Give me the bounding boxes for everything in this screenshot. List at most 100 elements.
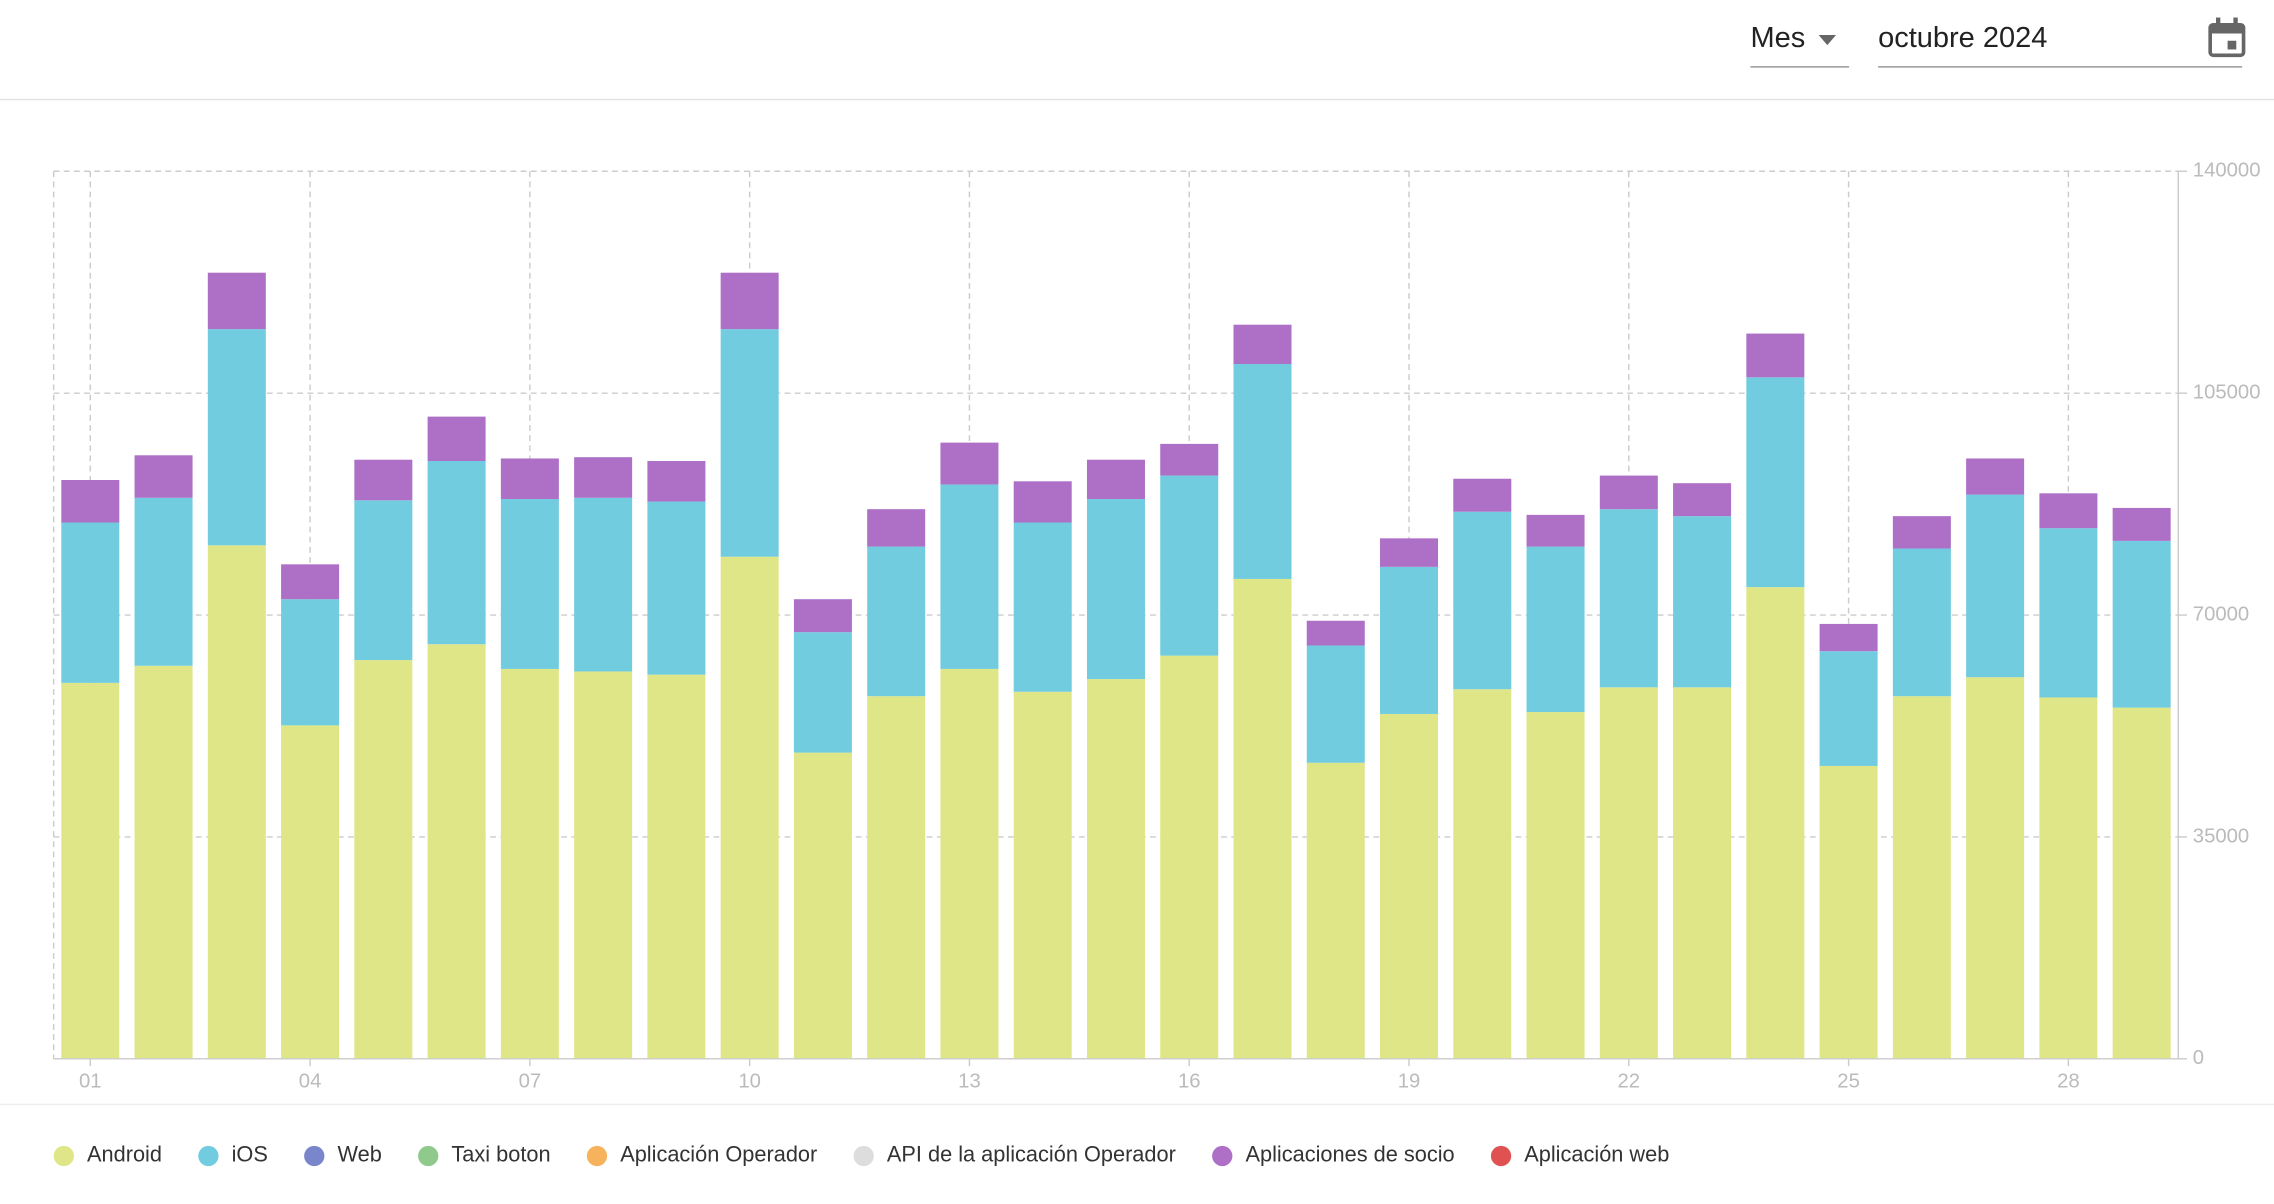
bar-segment: [1013, 691, 1072, 1059]
bar-segment: [720, 556, 779, 1059]
bar-segment: [207, 545, 266, 1059]
bar-segment: [1453, 511, 1512, 690]
date-field[interactable]: octubre 2024: [1878, 17, 2246, 68]
bar-segment: [2039, 493, 2098, 529]
legend-item[interactable]: Aplicación web: [1490, 1142, 1669, 1167]
legend-label: Aplicación web: [1524, 1142, 1669, 1167]
legend-swatch: [1212, 1145, 1233, 1167]
bar-segment: [1526, 514, 1585, 547]
bar-segment: [1380, 538, 1439, 567]
legend-item[interactable]: iOS: [198, 1142, 268, 1167]
bar-segment: [2112, 707, 2171, 1059]
bar-segment: [1966, 494, 2025, 678]
bar-segment: [1086, 459, 1145, 500]
legend-swatch: [1490, 1145, 1512, 1167]
bar-segment: [940, 484, 999, 669]
legend-swatch: [853, 1145, 874, 1167]
date-value: octubre 2024: [1878, 22, 2047, 54]
bar-segment: [1306, 620, 1365, 646]
bar-segment: [1746, 377, 1805, 588]
bar-segment: [1526, 546, 1585, 713]
x-tick-label: 22: [1618, 1070, 1641, 1092]
legend-item[interactable]: Aplicación Operador: [586, 1142, 817, 1167]
period-value: Mes: [1750, 22, 1805, 54]
bar-segment: [647, 674, 706, 1059]
legend-item[interactable]: API de la aplicación Operador: [853, 1142, 1176, 1167]
x-tick-label: 10: [738, 1070, 761, 1092]
bar-segment: [1673, 483, 1732, 517]
bar-segment: [61, 522, 120, 683]
bar-segment: [574, 457, 633, 498]
bar-segment: [867, 509, 926, 547]
legend-label: Web: [337, 1142, 381, 1167]
period-select[interactable]: Mes: [1750, 22, 1850, 68]
legend-item[interactable]: Taxi boton: [418, 1142, 551, 1167]
bar-segment: [793, 752, 852, 1059]
legend-item[interactable]: Web: [304, 1142, 382, 1167]
legend-item[interactable]: Aplicaciones de socio: [1212, 1142, 1455, 1167]
x-tick-label: 19: [1398, 1070, 1421, 1092]
bar-segment: [1306, 762, 1365, 1059]
bar-segment: [1013, 481, 1072, 523]
bar-segment: [1892, 516, 1951, 549]
bar-segment: [1966, 458, 2025, 495]
bar-segment: [1306, 645, 1365, 763]
bar-segment: [1160, 655, 1219, 1059]
legend-item[interactable]: Android: [53, 1142, 162, 1167]
legend-swatch: [53, 1145, 74, 1167]
bar-segment: [281, 599, 340, 726]
legend-swatch: [198, 1145, 219, 1167]
bar-segment: [1526, 712, 1585, 1059]
bar-segment: [354, 660, 413, 1059]
x-tick-label: 01: [79, 1070, 102, 1092]
bar-segment: [1673, 687, 1732, 1059]
bar-segment: [940, 668, 999, 1059]
bar-segment: [574, 497, 633, 672]
bar-segment: [1819, 623, 1878, 652]
bar-segment: [354, 459, 413, 501]
bar-segment: [207, 329, 266, 546]
bar-segment: [500, 499, 559, 669]
bar-segment: [1892, 548, 1951, 697]
bar-segment: [1599, 509, 1658, 688]
bar-segment: [574, 671, 633, 1059]
bar-segment: [720, 329, 779, 557]
bar-segment: [1746, 587, 1805, 1059]
bar-segment: [2039, 697, 2098, 1059]
bar-segment: [1599, 475, 1658, 510]
bar-segment: [354, 500, 413, 661]
bar-segment: [720, 272, 779, 330]
x-tick-label: 28: [2057, 1070, 2080, 1092]
x-tick-label: 16: [1178, 1070, 1201, 1092]
bar-segment: [1380, 713, 1439, 1059]
bar-segment: [940, 442, 999, 485]
bar-segment: [134, 665, 193, 1059]
bar-segment: [1746, 333, 1805, 378]
bar-segment: [2039, 528, 2098, 698]
y-tick-label: 35000: [2193, 825, 2249, 847]
bar-segment: [867, 696, 926, 1059]
bar-segment: [2112, 507, 2171, 541]
bar-segment: [134, 497, 193, 666]
y-tick-label: 140000: [2193, 160, 2261, 182]
bar-segment: [647, 501, 706, 675]
bar-segment: [1892, 696, 1951, 1059]
x-tick-label: 04: [299, 1070, 322, 1092]
bar-segment: [793, 632, 852, 753]
calendar-icon[interactable]: [2208, 17, 2246, 58]
bar-segment: [793, 599, 852, 633]
bar-segment: [1160, 475, 1219, 656]
bar-segment: [1013, 522, 1072, 692]
legend-swatch: [418, 1145, 439, 1167]
bar-segment: [500, 668, 559, 1059]
bar-segment: [2112, 540, 2171, 708]
legend-swatch: [304, 1145, 325, 1167]
legend-label: Aplicaciones de socio: [1245, 1142, 1454, 1167]
bar-segment: [207, 272, 266, 330]
bar-segment: [647, 460, 706, 502]
legend-label: API de la aplicación Operador: [887, 1142, 1176, 1167]
y-tick-label: 70000: [2193, 603, 2249, 625]
bar-segment: [1966, 677, 2025, 1059]
